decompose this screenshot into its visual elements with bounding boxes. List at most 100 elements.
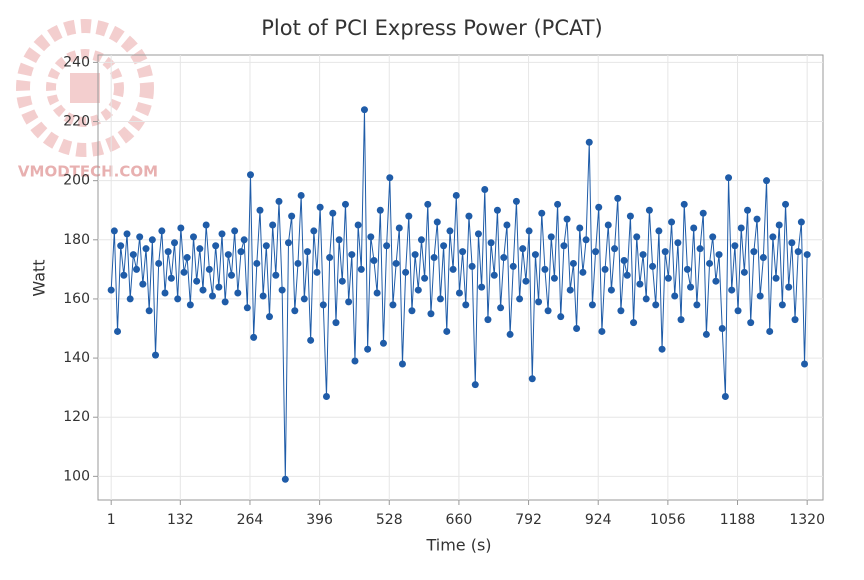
data-point [778, 301, 786, 309]
data-point [630, 319, 638, 327]
data-point [547, 233, 555, 241]
data-point [550, 274, 558, 282]
data-point [297, 191, 305, 199]
x-tick-label: 1 [107, 512, 116, 528]
data-point [474, 230, 482, 238]
y-axis-label: Watt [30, 259, 49, 296]
data-point [218, 230, 226, 238]
data-point [756, 292, 764, 300]
x-tick-label: 264 [237, 512, 264, 528]
data-point [209, 292, 217, 300]
data-point [671, 292, 679, 300]
data-point [560, 242, 568, 250]
data-point [462, 301, 470, 309]
y-tick-label: 240 [63, 54, 90, 70]
data-point [588, 301, 596, 309]
data-point [702, 330, 710, 338]
data-point [246, 171, 254, 179]
data-point [351, 357, 359, 365]
data-point [538, 209, 546, 217]
y-tick-label: 180 [63, 232, 90, 248]
data-point [357, 265, 365, 273]
data-point [794, 248, 802, 256]
data-point [408, 307, 416, 315]
data-point [595, 203, 603, 211]
x-tick-label: 528 [376, 512, 403, 528]
data-point [649, 262, 657, 270]
data-point [221, 298, 229, 306]
data-point [212, 242, 220, 250]
data-point [449, 265, 457, 273]
data-point [744, 206, 752, 214]
data-point [687, 283, 695, 291]
data-point [525, 227, 533, 235]
data-point [544, 307, 552, 315]
data-point [341, 200, 349, 208]
data-point [417, 236, 425, 244]
data-point [519, 245, 527, 253]
x-tick-label: 1320 [789, 512, 825, 528]
data-point [269, 221, 277, 229]
data-point [414, 286, 422, 294]
data-point [402, 268, 410, 276]
data-point [440, 242, 448, 250]
data-point [766, 327, 774, 335]
x-tick-label: 132 [167, 512, 194, 528]
data-point [145, 307, 153, 315]
data-point [506, 330, 514, 338]
data-point [455, 289, 463, 297]
data-point [158, 227, 166, 235]
data-point [171, 239, 179, 247]
data-point [750, 248, 758, 256]
data-point [497, 304, 505, 312]
x-tick-label: 1188 [720, 512, 756, 528]
data-point [288, 212, 296, 220]
data-point [231, 227, 239, 235]
data-point [636, 280, 644, 288]
data-point [174, 295, 182, 303]
data-point [224, 251, 232, 259]
data-point [471, 381, 479, 389]
data-point [699, 209, 707, 217]
data-point [661, 248, 669, 256]
data-point [436, 295, 444, 303]
x-axis-label: Time (s) [425, 536, 491, 555]
data-point [136, 233, 144, 241]
data-point [348, 251, 356, 259]
data-point [493, 206, 501, 214]
data-point [123, 230, 131, 238]
data-point [557, 313, 565, 321]
data-point [186, 301, 194, 309]
data-point [611, 245, 619, 253]
y-tick-label: 160 [63, 291, 90, 307]
chart-title: Plot of PCI Express Power (PCAT) [261, 16, 603, 40]
data-point [566, 286, 574, 294]
data-point [579, 268, 587, 276]
data-point [329, 209, 337, 217]
data-point [690, 224, 698, 232]
data-point [405, 212, 413, 220]
data-point [398, 360, 406, 368]
data-point [243, 304, 251, 312]
data-point [633, 233, 641, 241]
data-point [117, 242, 125, 250]
data-point [664, 274, 672, 282]
data-point [509, 262, 517, 270]
data-point [107, 286, 115, 294]
watermark-logo [16, 19, 154, 157]
data-point [332, 319, 340, 327]
data-point [114, 327, 122, 335]
data-point [395, 224, 403, 232]
data-point [281, 475, 289, 483]
data-point [310, 227, 318, 235]
data-point [585, 138, 593, 146]
data-point [120, 271, 128, 279]
data-point [373, 289, 381, 297]
data-point [677, 316, 685, 324]
y-tick-label: 140 [63, 350, 90, 366]
y-tick-label: 120 [63, 409, 90, 425]
data-point [763, 177, 771, 185]
data-point [338, 277, 346, 285]
x-tick-label: 660 [446, 512, 473, 528]
